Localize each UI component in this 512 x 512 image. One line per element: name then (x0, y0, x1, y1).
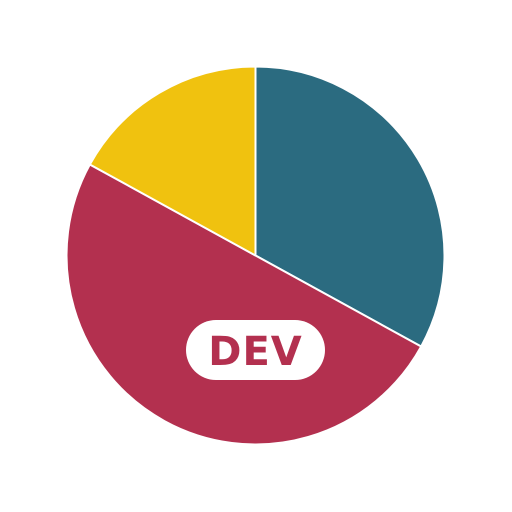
pie-segments (65, 65, 446, 446)
dev-badge: DEV (186, 320, 325, 380)
crimson-segment (65, 163, 423, 446)
yellow-segment (88, 65, 257, 257)
dev-badge-background (186, 320, 325, 380)
dev-badge-label: DEV (208, 329, 302, 375)
teal-segment (254, 65, 446, 348)
